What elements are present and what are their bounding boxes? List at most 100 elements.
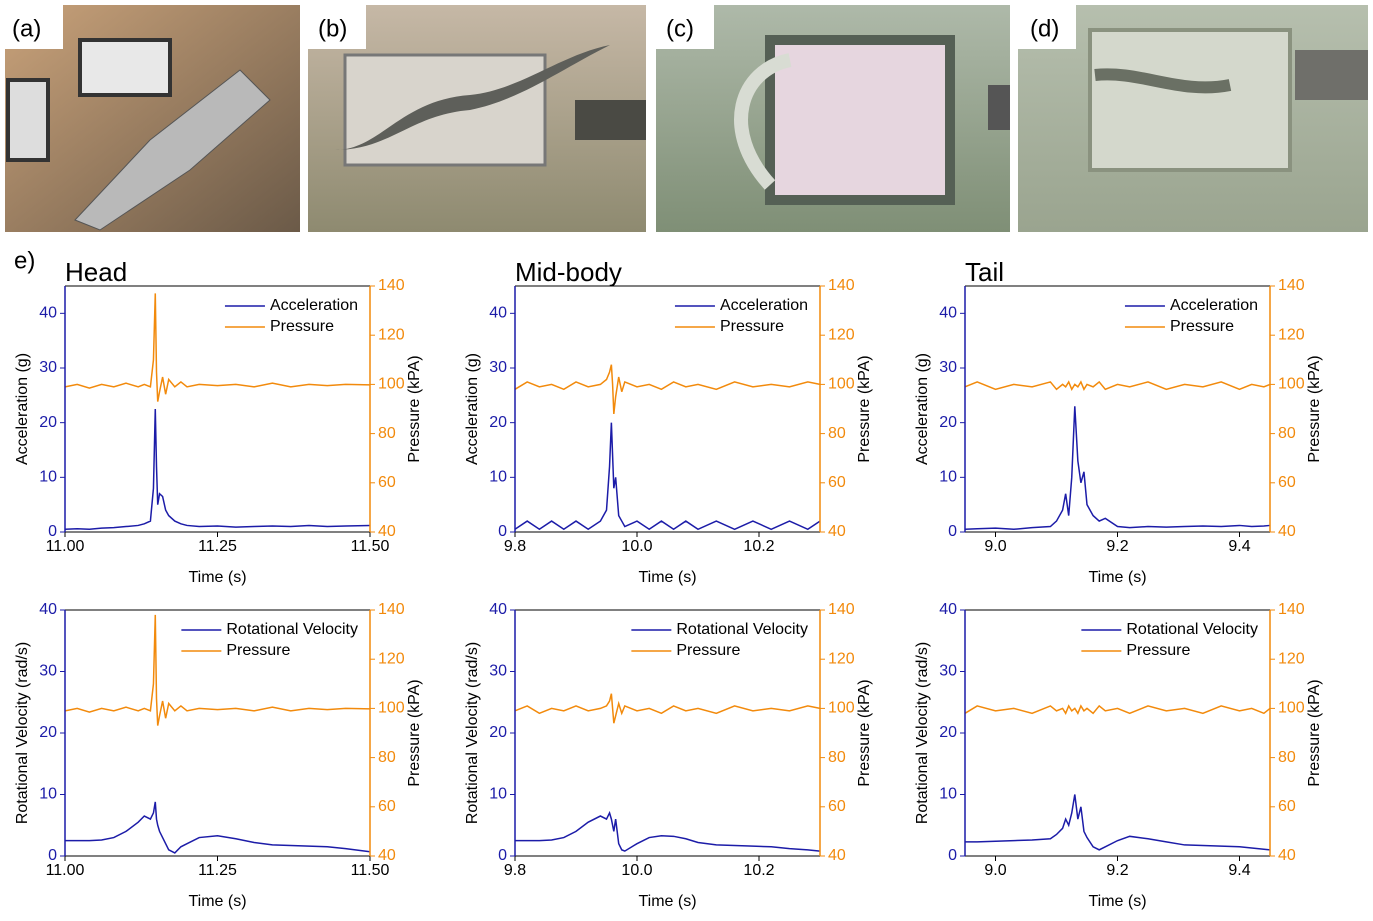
- y2-tick-label: 140: [1278, 277, 1305, 294]
- chart-title: Mid-body: [515, 257, 622, 287]
- y2-axis-label: Pressure (kPA): [1306, 679, 1323, 786]
- photo-c: (c): [656, 5, 1010, 232]
- photo-d: (d): [1018, 5, 1368, 232]
- y2-tick-label: 120: [828, 650, 855, 667]
- legend-label: Rotational Velocity: [1126, 621, 1258, 638]
- legend-label: Pressure: [1126, 642, 1190, 659]
- series-line: [514, 422, 821, 531]
- y2-tick-label: 80: [378, 749, 396, 766]
- y-tick-label: 30: [489, 359, 507, 376]
- y-tick-label: 20: [39, 414, 57, 431]
- y-tick-label: 0: [948, 523, 957, 540]
- x-tick-label: 9.4: [1228, 862, 1250, 879]
- y2-tick-label: 140: [828, 601, 855, 618]
- legend-label: Rotational Velocity: [226, 621, 358, 638]
- legend-label: Pressure: [226, 642, 290, 659]
- y2-tick-label: 80: [1278, 425, 1296, 442]
- x-tick-label: 10.0: [621, 862, 652, 879]
- y2-tick-label: 40: [1278, 523, 1296, 540]
- x-tick-label: 11.00: [46, 862, 85, 879]
- y2-tick-label: 40: [828, 523, 846, 540]
- photo-label: (d): [1030, 15, 1059, 42]
- y2-tick-label: 120: [828, 326, 855, 343]
- legend-label: Pressure: [270, 318, 334, 335]
- y2-tick-label: 60: [378, 474, 396, 491]
- y-tick-label: 40: [489, 601, 507, 618]
- x-tick-label: 11.25: [198, 862, 237, 879]
- y-axis-label: Acceleration (g): [14, 353, 31, 465]
- y-tick-label: 20: [489, 724, 507, 741]
- y-tick-label: 10: [39, 469, 57, 486]
- legend-label: Acceleration: [720, 297, 808, 314]
- y-tick-label: 40: [39, 305, 57, 322]
- y2-axis-label: Pressure (kPA): [856, 355, 873, 462]
- y2-tick-label: 140: [828, 277, 855, 294]
- figure-label: e): [14, 247, 35, 274]
- y-axis-label: Rotational Velocity (rad/s): [14, 642, 31, 824]
- y2-tick-label: 120: [378, 326, 405, 343]
- y2-tick-label: 60: [828, 474, 846, 491]
- x-tick-label: 9.4: [1228, 538, 1250, 555]
- x-tick-label: 10.2: [743, 538, 774, 555]
- y-tick-label: 10: [39, 786, 57, 803]
- y-tick-label: 10: [939, 469, 957, 486]
- y2-axis-label: Pressure (kPA): [856, 679, 873, 786]
- y-tick-label: 40: [489, 305, 507, 322]
- y2-tick-label: 120: [378, 650, 405, 667]
- y2-axis-label: Pressure (kPA): [406, 355, 423, 462]
- y2-tick-label: 40: [378, 523, 396, 540]
- y2-tick-label: 100: [828, 700, 855, 717]
- y-tick-label: 40: [39, 601, 57, 618]
- legend-label: Pressure: [676, 642, 740, 659]
- series-line: [64, 293, 371, 402]
- y2-tick-label: 40: [828, 847, 846, 864]
- x-tick-label: 11.00: [46, 538, 85, 555]
- y-tick-label: 30: [489, 663, 507, 680]
- y2-tick-label: 100: [1278, 700, 1305, 717]
- x-tick-label: 9.8: [504, 538, 526, 555]
- y-tick-label: 0: [48, 523, 57, 540]
- x-axis-label: Time (s): [1088, 893, 1146, 910]
- chart-title: Tail: [965, 257, 1004, 287]
- x-axis-label: Time (s): [1088, 569, 1146, 586]
- legend-label: Acceleration: [1170, 297, 1258, 314]
- y2-tick-label: 80: [828, 425, 846, 442]
- y2-tick-label: 60: [828, 798, 846, 815]
- series-line: [964, 406, 1271, 531]
- legend-label: Pressure: [720, 318, 784, 335]
- y-tick-label: 30: [939, 359, 957, 376]
- x-axis-label: Time (s): [638, 893, 696, 910]
- series-line: [514, 693, 821, 724]
- series-line: [65, 801, 371, 854]
- y-axis-label: Rotational Velocity (rad/s): [914, 642, 931, 824]
- x-tick-label: 9.0: [984, 538, 1006, 555]
- y2-tick-label: 100: [828, 376, 855, 393]
- y2-tick-label: 140: [378, 601, 405, 618]
- y-tick-label: 0: [498, 523, 507, 540]
- y2-tick-label: 120: [1278, 326, 1305, 343]
- y2-tick-label: 140: [1278, 601, 1305, 618]
- legend-label: Rotational Velocity: [676, 621, 808, 638]
- x-axis-label: Time (s): [188, 569, 246, 586]
- series-line: [964, 704, 1271, 715]
- y-tick-label: 10: [489, 786, 507, 803]
- y-tick-label: 30: [39, 663, 57, 680]
- x-tick-label: 10.0: [621, 538, 652, 555]
- photo-label: (b): [318, 15, 347, 42]
- y2-tick-label: 60: [1278, 474, 1296, 491]
- y-tick-label: 20: [489, 414, 507, 431]
- y2-tick-label: 80: [828, 749, 846, 766]
- y-tick-label: 30: [39, 359, 57, 376]
- x-tick-label: 10.2: [743, 862, 774, 879]
- series-line: [964, 380, 1271, 391]
- y-tick-label: 0: [48, 847, 57, 864]
- y-tick-label: 40: [939, 305, 957, 322]
- y2-tick-label: 100: [378, 700, 405, 717]
- legend-label: Pressure: [1170, 318, 1234, 335]
- x-tick-label: 9.0: [984, 862, 1006, 879]
- y2-tick-label: 80: [378, 425, 396, 442]
- y-tick-label: 10: [489, 469, 507, 486]
- y-tick-label: 30: [939, 663, 957, 680]
- x-tick-label: 11.50: [351, 538, 390, 555]
